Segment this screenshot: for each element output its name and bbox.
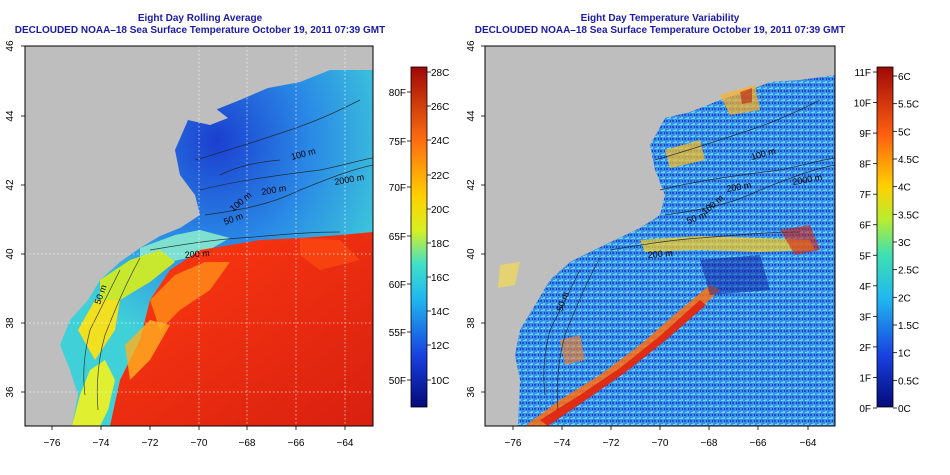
right-colorbar-c-label: 5.5C [898,100,919,111]
left-contour-label: 2000 m [334,172,365,187]
right-colorbar-c-label: 1C [898,349,911,360]
left-colorbar-f-label: 50F [389,376,406,387]
left-colorbar-c-label: 28C [431,68,449,79]
left-lon-label: −70 [191,438,208,449]
right-lat-label: 44 [466,110,477,122]
left-lon-label: −76 [44,438,61,449]
right-land [485,46,835,426]
left-colorbar-c-label: 18C [431,239,449,250]
left-lat-label: 44 [5,110,16,122]
left-colorbar-f-label: 80F [389,88,406,99]
right-lon-label: −64 [800,438,817,449]
right-colorbar-f-label: 6F [859,221,871,232]
right-colorbar-f-label: 8F [859,160,871,171]
right-colorbar-f-label: 3F [859,312,871,323]
right-lon-label: −66 [750,438,767,449]
right-colorbar-f-label: 2F [859,343,871,354]
right-colorbar-f-label: 11F [855,68,872,79]
right-colorbar-f-label: 7F [859,190,871,201]
left-lat-label: 38 [5,317,16,329]
left-lon-label: −68 [239,438,256,449]
left-colorbar-c-label: 22C [431,171,449,182]
left-panel-subtitle: DECLOUDED NOAA–18 Sea Surface Temperatur… [14,25,386,36]
right-colorbar-c-label: 0C [898,404,911,415]
left-contour-label: 100 m [290,146,317,162]
right-colorbar-f-label: 5F [859,251,871,262]
right-colorbar-f-label: 9F [859,129,871,140]
left-colorbar-c-label: 14C [431,307,449,318]
left-contour-label: 50 m [222,211,244,227]
left-lon-label: −64 [337,438,354,449]
left-lat-label: 46 [5,40,16,52]
right-colorbar-f-label: 0F [859,404,871,415]
left-lon-label: −66 [288,438,305,449]
right-lon-label: −74 [554,438,571,449]
left-colorbar-c-label: 26C [431,102,449,113]
right-lat-label: 42 [466,179,477,191]
left-colorbar-c-label: 10C [431,376,449,387]
left-contour-label: 200 m [261,183,287,197]
right-colorbar-c-label: 2.5C [898,266,919,277]
right-colorbar-f-label: 1F [859,373,871,384]
left-lon-label: −72 [142,438,159,449]
right-colorbar-c-label: 4.5C [898,155,919,166]
right-colorbar-c-label: 6C [898,72,911,83]
left-lat-label: 40 [5,248,16,260]
left-colorbar-f-label: 60F [389,280,406,291]
right-contour-label: 2000 m [792,172,823,187]
left-colorbar-c-label: 24C [431,136,449,147]
right-contour-label: 50 m [554,290,570,312]
right-lon-label: −70 [652,438,669,449]
right-colorbar-c-label: 3.5C [898,210,919,221]
right-lon-label: −68 [701,438,718,449]
left-panel-title: Eight Day Rolling Average [137,13,263,24]
right-panel-subtitle: DECLOUDED NOAA–18 Sea Surface Temperatur… [474,25,846,36]
left-colorbar [410,66,428,408]
right-colorbar-c-label: 0.5C [898,376,919,387]
right-colorbar [876,66,894,408]
right-lat-label: 46 [466,40,477,52]
right-contour-label: 100 m [750,146,777,162]
right-lon-label: −76 [505,438,522,449]
left-lat-label: 42 [5,179,16,191]
right-colorbar-c-label: 1.5C [898,321,919,332]
right-colorbar-c-label: 3C [898,238,911,249]
left-colorbar-c-label: 16C [431,273,449,284]
left-land [25,46,373,426]
right-colorbar-f-label: 4F [859,282,871,293]
right-lon-label: −72 [603,438,620,449]
right-lat-label: 40 [466,248,477,260]
right-colorbar-c-label: 4C [898,183,911,194]
right-contour-label: 50 m [685,210,707,226]
left-lon-label: −74 [93,438,110,449]
right-panel-title: Eight Day Temperature Variability [580,13,740,24]
right-colorbar-c-label: 5C [898,127,911,138]
left-colorbar-f-label: 75F [389,137,406,148]
right-colorbar-f-label: 10F [854,99,871,110]
right-colorbar-c-label: 2C [898,293,911,304]
left-colorbar-c-label: 20C [431,205,449,216]
left-lat-label: 36 [5,386,16,398]
left-colorbar-f-label: 70F [389,183,406,194]
left-colorbar-c-label: 12C [431,341,449,352]
left-colorbar-f-label: 55F [389,328,406,339]
left-contour-label: 200 m [184,248,210,260]
left-contour-label: 50 m [92,283,108,305]
left-colorbar-f-label: 65F [389,232,406,243]
right-lat-label: 38 [466,317,477,329]
right-contour-label: 200 m [726,180,752,194]
right-contour-label: 200 m [647,248,673,260]
right-lat-label: 36 [466,386,477,398]
